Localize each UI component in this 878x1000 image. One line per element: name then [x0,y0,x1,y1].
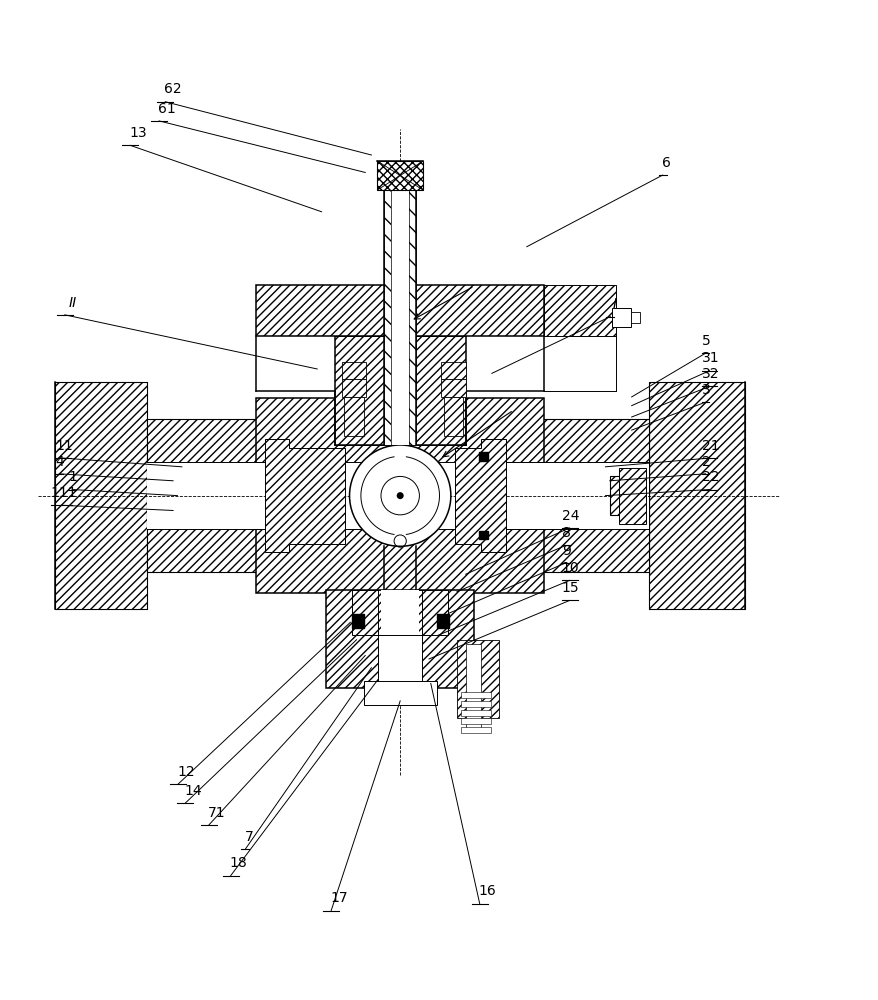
Bar [352,590,448,635]
Text: 3: 3 [701,383,709,397]
Text: 14: 14 [184,784,202,798]
Bar [384,285,415,336]
Bar [255,398,543,593]
Text: 11: 11 [55,439,73,453]
Bar [500,462,648,529]
Bar [461,727,491,733]
Text: 32: 32 [701,367,718,381]
Bar [461,692,491,698]
Text: 16: 16 [479,884,496,898]
Text: 9: 9 [561,544,570,558]
Bar [335,336,465,445]
Bar [378,590,421,688]
Text: II: II [68,296,76,310]
Polygon shape [455,439,506,552]
Bar [436,614,449,628]
Bar [377,161,422,190]
Bar [543,285,615,336]
Bar [461,718,491,724]
Text: 22: 22 [701,470,718,484]
Text: 15: 15 [561,581,579,595]
Text: 17: 17 [330,891,348,905]
Text: 5: 5 [701,334,709,348]
Text: 62: 62 [164,82,182,96]
Text: 71: 71 [208,806,226,820]
Bar [439,462,543,529]
Bar [611,308,630,327]
Bar [461,710,491,716]
Bar [465,644,481,731]
Bar [352,614,364,628]
Text: 24: 24 [561,509,579,523]
Bar [609,476,637,515]
Text: 31: 31 [701,351,718,365]
Bar [384,164,415,445]
Text: 2: 2 [701,455,709,469]
Bar [342,379,366,397]
Bar [147,462,299,529]
Text: 1: 1 [68,470,77,484]
Bar [443,397,463,436]
Bar [391,164,408,445]
Bar [255,462,365,529]
Text: 6: 6 [661,156,670,170]
Text: 12: 12 [177,765,195,779]
Circle shape [396,492,403,499]
Bar [441,362,465,379]
Bar [55,382,147,609]
Text: 8: 8 [561,526,570,540]
Text: I: I [611,297,615,311]
Text: 13: 13 [129,126,147,140]
Text: 7: 7 [244,830,253,844]
Bar [255,285,543,336]
Text: 4: 4 [55,455,64,469]
Bar [461,701,491,707]
Bar [342,362,366,379]
Bar [441,379,465,397]
Text: 111: 111 [51,486,77,500]
Bar [479,531,487,539]
Circle shape [349,445,450,546]
Text: 10: 10 [561,561,579,575]
Bar [479,452,487,461]
Text: 61: 61 [158,102,176,116]
Bar [500,419,648,572]
Polygon shape [264,439,345,552]
Bar [363,681,436,705]
Bar [344,397,363,436]
Bar [630,312,639,323]
Circle shape [380,476,419,515]
Bar [619,468,645,524]
Bar [326,590,474,688]
Bar [147,419,299,572]
Text: 21: 21 [701,439,718,453]
Bar [457,640,499,718]
Bar [384,336,415,445]
Text: 18: 18 [229,856,248,870]
Bar [380,590,419,635]
Bar [648,382,745,609]
